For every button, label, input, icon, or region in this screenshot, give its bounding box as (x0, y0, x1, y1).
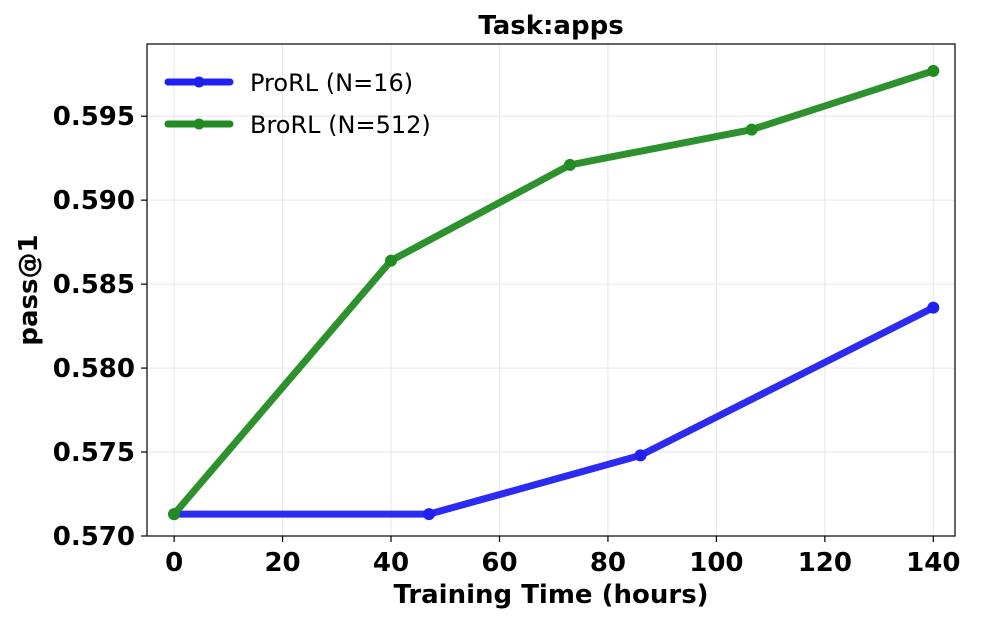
legend-marker (193, 76, 205, 88)
x-axis-label: Training Time (hours) (393, 580, 708, 610)
y-tick-label: 0.585 (53, 270, 135, 300)
series-layer (168, 64, 940, 521)
series-line-0 (170, 304, 937, 518)
y-tick-label: 0.580 (53, 354, 135, 384)
x-tick-label: 100 (689, 548, 743, 578)
axis-ticks: 0 20 40 60 80 100 120 140 0.570 0.575 0.580 0.585 0.… (53, 102, 961, 578)
legend-marker (193, 118, 205, 130)
legend-label: BroRL (N=512) (250, 111, 431, 139)
data-point (745, 123, 758, 136)
x-tick-label: 140 (906, 548, 960, 578)
data-point (634, 449, 647, 462)
y-tick-label: 0.575 (53, 438, 135, 468)
grid (147, 44, 955, 537)
y-tick-label: 0.595 (53, 102, 135, 132)
y-tick-label: 0.590 (53, 186, 135, 216)
data-point (168, 508, 181, 521)
plot-frame (146, 43, 956, 537)
chart-title: Task:apps (478, 11, 623, 41)
x-tick-label: 60 (481, 548, 517, 578)
y-tick-label: 0.570 (53, 522, 135, 552)
data-point (563, 158, 576, 171)
x-tick-label: 120 (798, 548, 852, 578)
data-point (422, 508, 435, 521)
data-point (927, 64, 940, 77)
data-point (385, 254, 398, 267)
legend: ProRL (N=16) BroRL (N=512) (164, 69, 431, 139)
x-tick-label: 80 (590, 548, 626, 578)
x-tick-label: 40 (373, 548, 409, 578)
legend-label: ProRL (N=16) (250, 69, 413, 97)
y-axis-label: pass@1 (14, 234, 44, 345)
x-tick-label: 20 (264, 548, 300, 578)
data-point (927, 301, 940, 314)
x-tick-label: 0 (165, 548, 183, 578)
